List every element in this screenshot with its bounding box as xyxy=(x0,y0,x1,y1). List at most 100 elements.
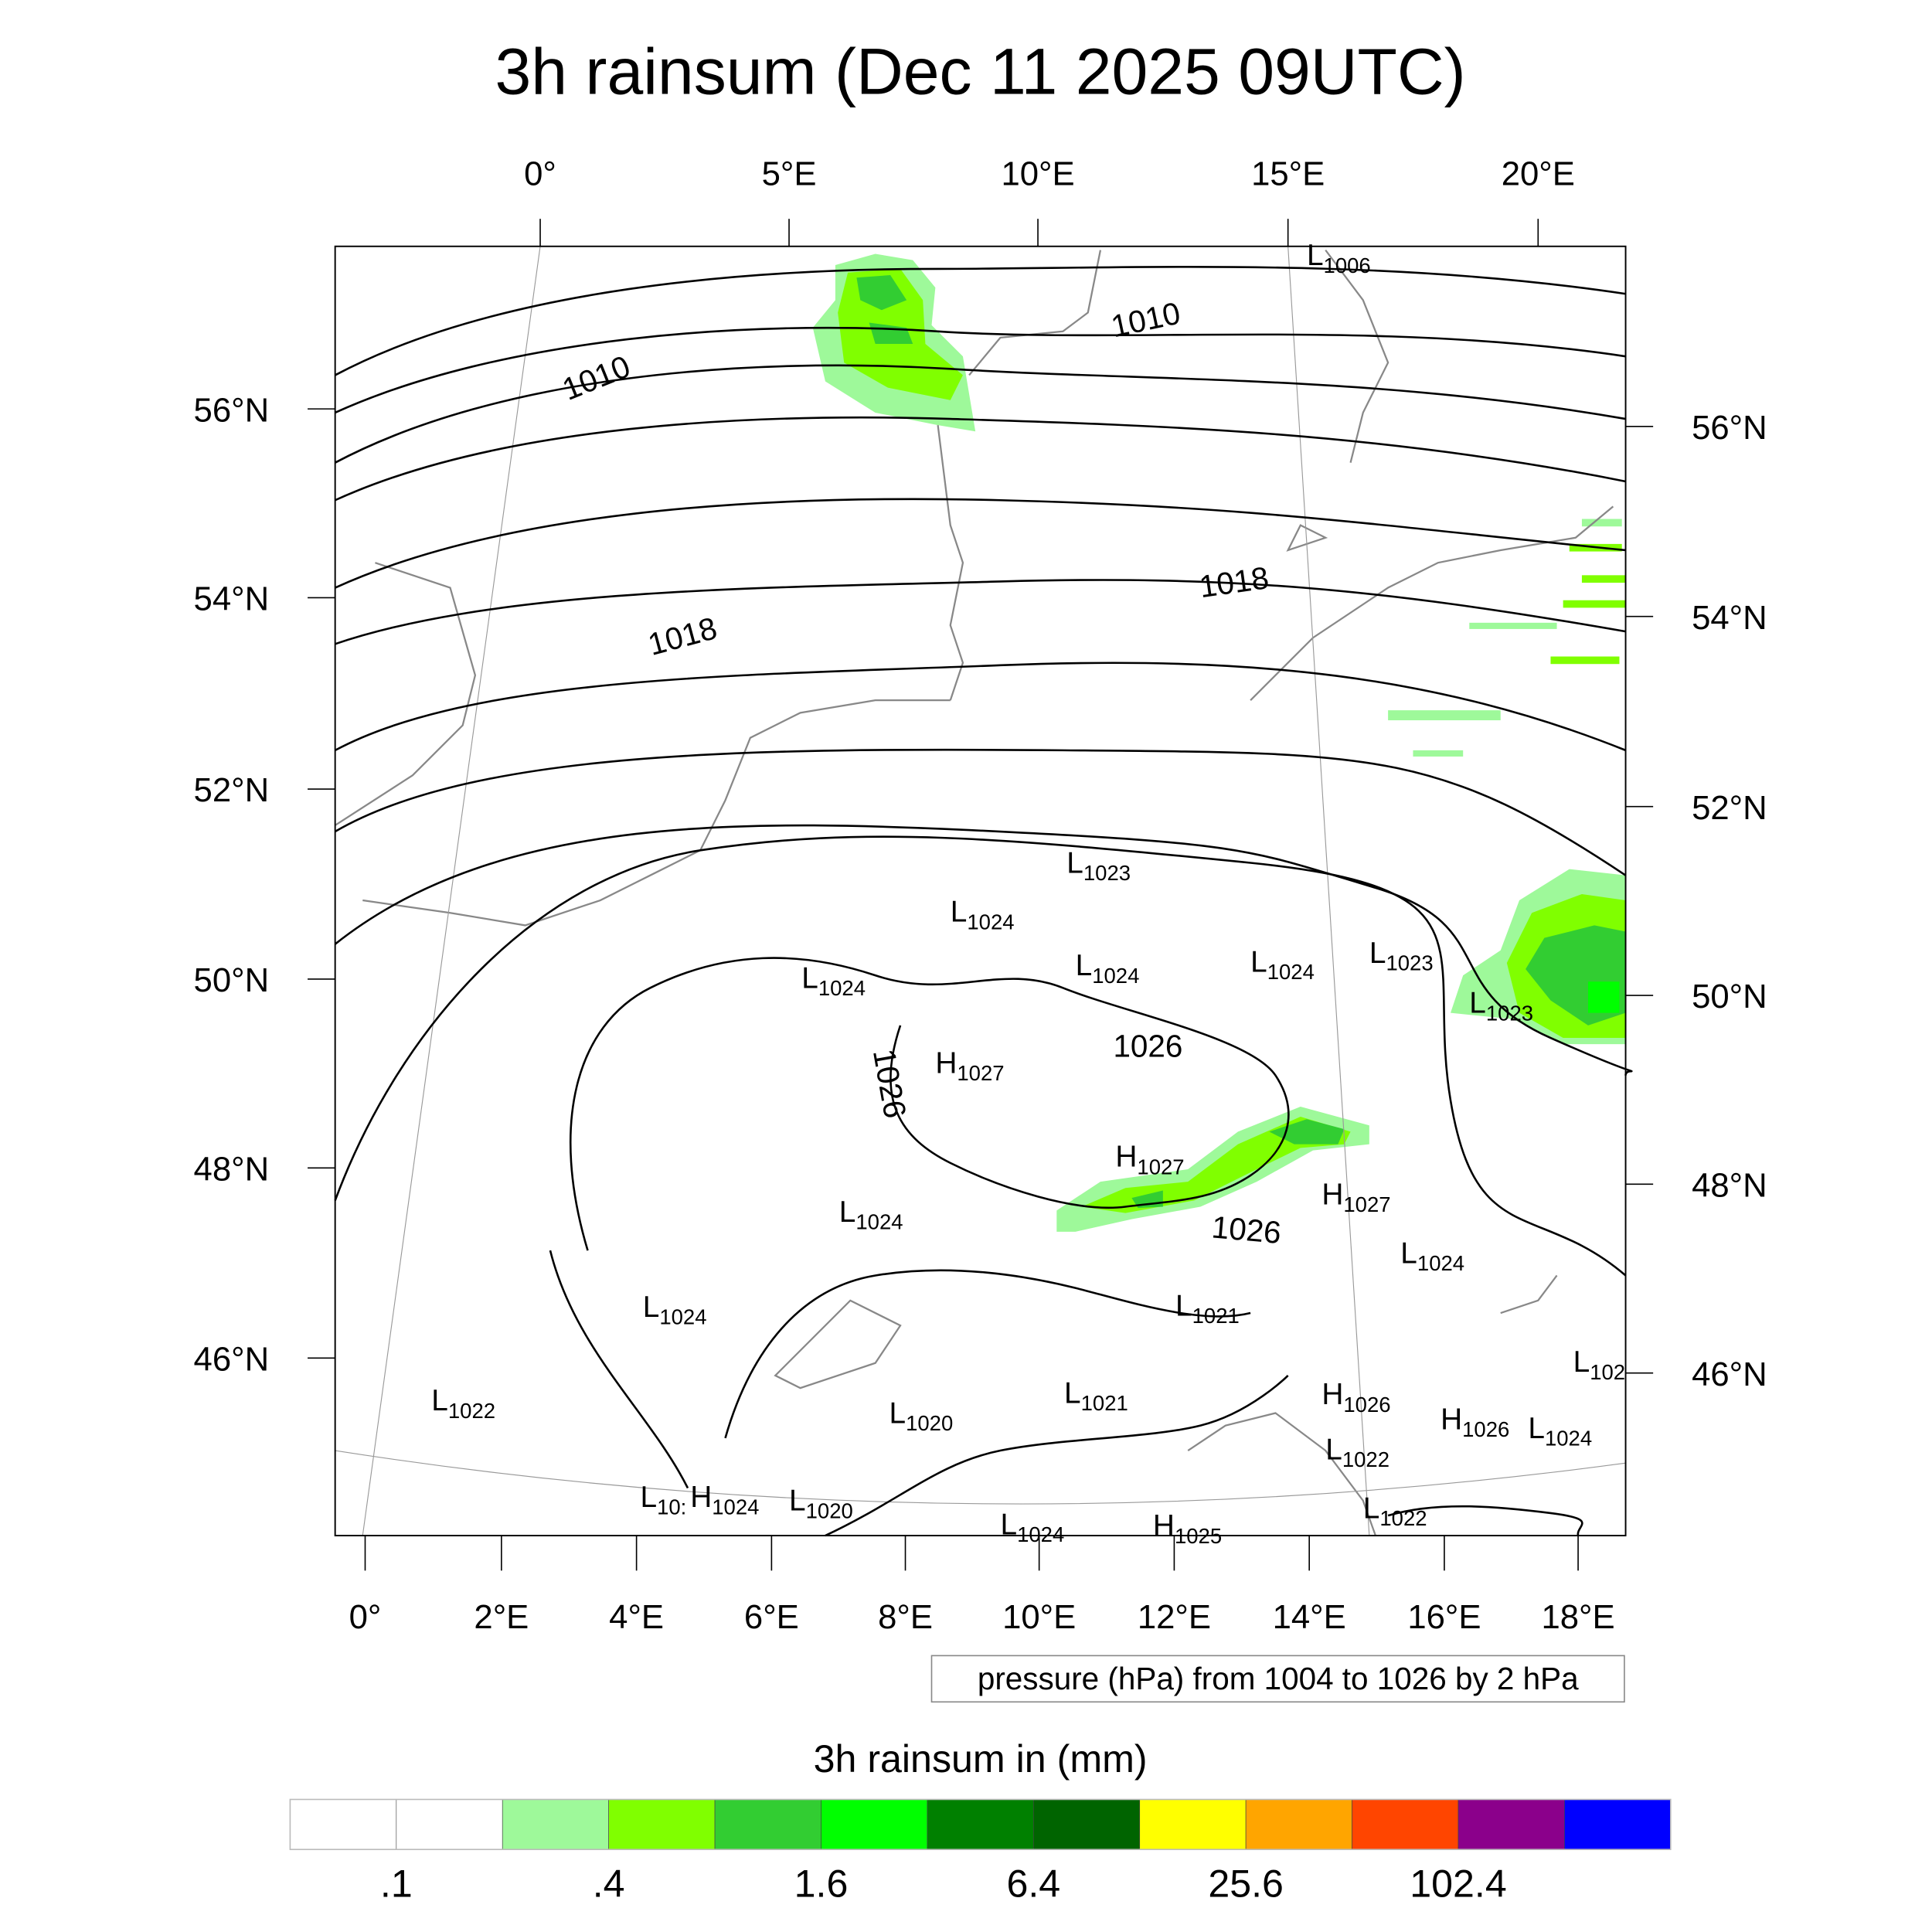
pressure-center-high: H1027 xyxy=(1321,1178,1390,1216)
left-lat-label: 46°N xyxy=(194,1340,270,1378)
pressure-center-high: H1027 xyxy=(935,1046,1004,1085)
center-type: L xyxy=(1175,1289,1192,1322)
left-lat-label: 48°N xyxy=(194,1151,270,1189)
rain-patch-east-bright xyxy=(1588,981,1620,1013)
right-lat-label: 56°N xyxy=(1692,409,1767,447)
bottom-lon-label: 18°E xyxy=(1541,1598,1614,1636)
center-value: 102 xyxy=(1590,1360,1625,1384)
pressure-center-high: H1026 xyxy=(1440,1403,1509,1442)
center-type: L xyxy=(1076,949,1093,982)
center-type: H xyxy=(1153,1509,1175,1543)
center-value: 1027 xyxy=(1137,1155,1184,1179)
left-lat-label: 54°N xyxy=(194,580,270,618)
pressure-center-low: L1024 xyxy=(1000,1508,1064,1546)
contour-label: 1018 xyxy=(1197,560,1270,604)
center-value: 1026 xyxy=(1343,1393,1390,1417)
map-title: 3h rainsum (Dec 11 2025 09UTC) xyxy=(495,35,1465,107)
rain-patch-central-core xyxy=(1131,1119,1345,1209)
center-type: L xyxy=(1469,987,1486,1020)
contour-labels: 1010 1010 1018 1018 1026 1026 1026 xyxy=(557,295,1283,1250)
bottom-lon-label: 10°E xyxy=(1002,1598,1076,1636)
pressure-center-low: L1022 xyxy=(1363,1492,1427,1530)
pressure-center-low: L1024 xyxy=(1400,1236,1464,1275)
colorbar-swatch xyxy=(1564,1799,1672,1850)
pressure-center-low: L1024 xyxy=(643,1291,707,1329)
center-type: L xyxy=(1250,945,1267,978)
center-value: 1024 xyxy=(712,1495,759,1519)
center-type: L xyxy=(1325,1433,1342,1466)
center-type: H xyxy=(1115,1141,1137,1174)
center-type: L xyxy=(1064,1377,1081,1410)
center-type: L xyxy=(643,1291,660,1324)
left-lat-label: 52°N xyxy=(194,771,270,809)
colorbar-label: 1.6 xyxy=(794,1862,849,1906)
center-value: 1020 xyxy=(906,1411,953,1435)
bottom-lon-label: 4°E xyxy=(609,1598,664,1636)
colorbar-swatch xyxy=(1458,1799,1565,1850)
bottom-lon-label: 12°E xyxy=(1138,1598,1211,1636)
pressure-center-low: L1024 xyxy=(1528,1412,1592,1451)
colorbar-swatch xyxy=(396,1799,503,1850)
colorbar-swatch xyxy=(1139,1799,1247,1850)
top-lon-label: 15°E xyxy=(1251,155,1325,192)
bottom-lon-label: 16°E xyxy=(1407,1598,1481,1636)
colorbar-label: 6.4 xyxy=(1006,1862,1060,1906)
center-type: L xyxy=(1573,1345,1590,1379)
center-value: 1021 xyxy=(1081,1391,1128,1415)
center-value: 1024 xyxy=(818,976,866,1000)
contour-label: 1010 xyxy=(557,348,635,406)
isobars xyxy=(334,266,1633,1537)
pressure-center-low: L1023 xyxy=(1066,846,1131,885)
right-lat-label: 54°N xyxy=(1692,599,1767,637)
pressure-center-low: L1020 xyxy=(789,1485,853,1523)
right-lat-label: 52°N xyxy=(1692,789,1767,827)
center-value: 1024 xyxy=(659,1305,706,1329)
center-value: 1026 xyxy=(1462,1417,1509,1441)
info-box xyxy=(930,1655,1625,1703)
map-frame xyxy=(334,245,1627,1537)
bottom-lon-label: 2°E xyxy=(474,1598,529,1636)
bottom-lon-label: 14°E xyxy=(1273,1598,1346,1636)
bottom-lon-label: 0° xyxy=(349,1598,382,1636)
center-value: 1027 xyxy=(1343,1192,1390,1216)
pressure-center-low: L1021 xyxy=(1064,1377,1128,1416)
center-type: H xyxy=(690,1481,712,1514)
pressure-center-low: L1023 xyxy=(1369,937,1434,975)
center-type: H xyxy=(1321,1178,1343,1211)
center-type: L xyxy=(951,896,968,929)
center-value: 1027 xyxy=(957,1061,1004,1085)
center-value: 1023 xyxy=(1386,951,1433,975)
center-type: H xyxy=(1440,1403,1462,1437)
pressure-center-low: L1023 xyxy=(1469,987,1533,1026)
top-lon-label: 5°E xyxy=(762,155,817,192)
center-type: L xyxy=(801,961,818,995)
pressure-center-high: H1024 xyxy=(690,1481,759,1519)
colorbar-border xyxy=(289,1798,1672,1851)
pressure-center-high: H1026 xyxy=(1321,1378,1390,1417)
center-type: H xyxy=(935,1046,957,1080)
contour-label: 1018 xyxy=(645,610,721,662)
right-lat-label: 46°N xyxy=(1692,1355,1767,1393)
pressure-center-low: L1024 xyxy=(801,961,866,1000)
colorbar-label: 102.4 xyxy=(1410,1862,1507,1906)
center-value: 1021 xyxy=(1192,1304,1240,1328)
colorbar-swatch xyxy=(608,1799,716,1850)
colorbar-label: .1 xyxy=(380,1862,413,1906)
center-type: L xyxy=(789,1485,806,1518)
pressure-center-low: L1024 xyxy=(1250,945,1315,984)
contour-label: 1026 xyxy=(1113,1028,1182,1063)
pressure-center-high: H1027 xyxy=(1115,1141,1184,1179)
info-box-text: pressure (hPa) from 1004 to 1026 by 2 hP… xyxy=(978,1661,1579,1696)
pressure-center-low: L1020 xyxy=(889,1396,953,1435)
center-value: 1024 xyxy=(1417,1251,1464,1275)
center-value: 1024 xyxy=(855,1210,903,1234)
colorbar-swatch xyxy=(714,1799,821,1850)
top-lon-label: 10°E xyxy=(1001,155,1074,192)
left-lat-label: 50°N xyxy=(194,961,270,999)
colorbar-label: .4 xyxy=(593,1862,625,1906)
colorbar-label: 25.6 xyxy=(1208,1862,1284,1906)
center-value: 1022 xyxy=(448,1399,495,1423)
center-type: L xyxy=(1400,1236,1417,1270)
center-type: L xyxy=(640,1481,657,1514)
colorbar-swatch xyxy=(1245,1799,1352,1850)
